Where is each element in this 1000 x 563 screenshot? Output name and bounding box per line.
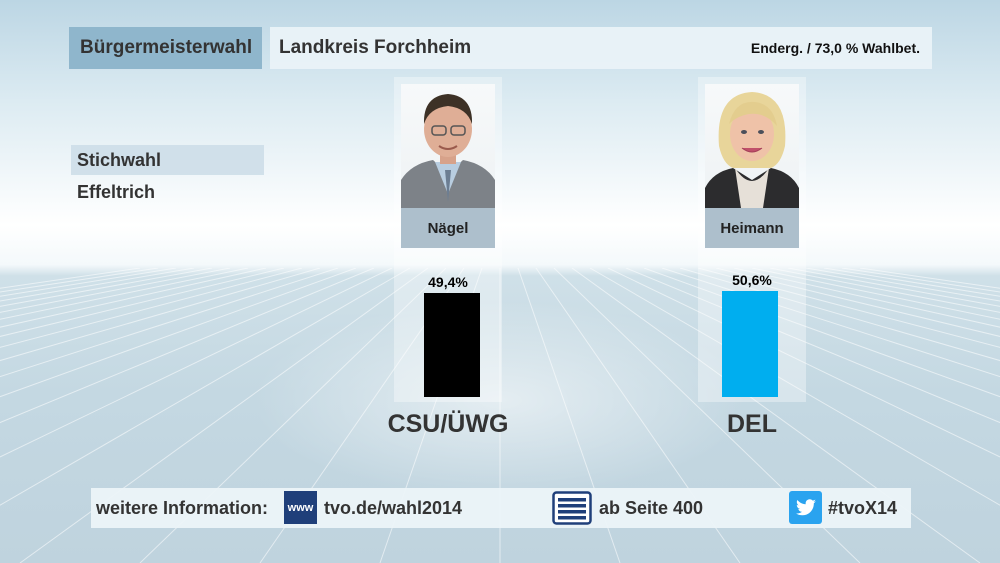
result-bar-naegel <box>424 293 480 397</box>
floor-grid-line <box>0 268 303 348</box>
floor-grid-line <box>733 268 1000 328</box>
more-info-label: weitere Information: <box>96 497 269 518</box>
sidebar-item-municipality[interactable]: Effeltrich <box>71 177 264 207</box>
election-type-title: Bürgermeisterwahl <box>69 27 262 69</box>
background-glow <box>250 300 750 500</box>
party-label-del: DEL <box>727 410 777 438</box>
floor-grid-line <box>661 268 1000 378</box>
header-bar: Landkreis Forchheim Enderg. / 73,0 % Wah… <box>270 27 932 69</box>
result-status: Enderg. / 73,0 % Wahlbet. <box>750 40 920 56</box>
footer-info-bar: weitere Information: www tvo.de/wahl2014… <box>91 488 911 528</box>
percent-label-naegel: 49,4% <box>428 274 468 291</box>
sidebar-item-label: Stichwahl <box>77 149 162 170</box>
sidebar-item-label: Effeltrich <box>77 181 156 202</box>
floor-grid-line <box>0 268 321 362</box>
floor-grid-line <box>715 268 1000 337</box>
teletext-page-label: ab Seite 400 <box>599 497 704 518</box>
website-link[interactable]: tvo.de/wahl2014 <box>324 497 463 518</box>
www-icon: www <box>284 491 317 524</box>
floor-grid-line <box>643 268 1000 398</box>
floor-grid-line <box>0 268 267 328</box>
www-icon-text: www <box>287 501 314 514</box>
hashtag-label: #tvoX14 <box>828 497 898 518</box>
floor-grid-line <box>679 268 1000 362</box>
floor-grid-line <box>0 268 249 320</box>
region-title: Landkreis Forchheim <box>279 37 472 58</box>
sidebar-item-stichwahl[interactable]: Stichwahl <box>71 145 264 175</box>
floor-grid-line <box>751 268 1000 320</box>
candidate-name-label: Nägel <box>427 219 469 237</box>
floor-grid-line <box>0 268 339 378</box>
teletext-icon <box>552 491 592 525</box>
candidate-name-naegel: Nägel <box>401 208 495 248</box>
candidate-name-label: Heimann <box>720 219 784 237</box>
twitter-icon <box>789 491 822 524</box>
floor-grid-line <box>0 268 357 398</box>
percent-label-heimann: 50,6% <box>732 271 772 288</box>
election-type-label: Bürgermeisterwahl <box>80 37 253 58</box>
candidate-name-heimann: Heimann <box>705 208 799 248</box>
candidate-photo-heimann <box>705 84 799 208</box>
result-bar-heimann <box>722 290 778 397</box>
floor-grid-line <box>697 268 1000 348</box>
party-label-csu-uewg: CSU/ÜWG <box>387 410 509 438</box>
candidate-photo-naegel <box>401 84 495 208</box>
floor-grid-line <box>0 268 285 337</box>
